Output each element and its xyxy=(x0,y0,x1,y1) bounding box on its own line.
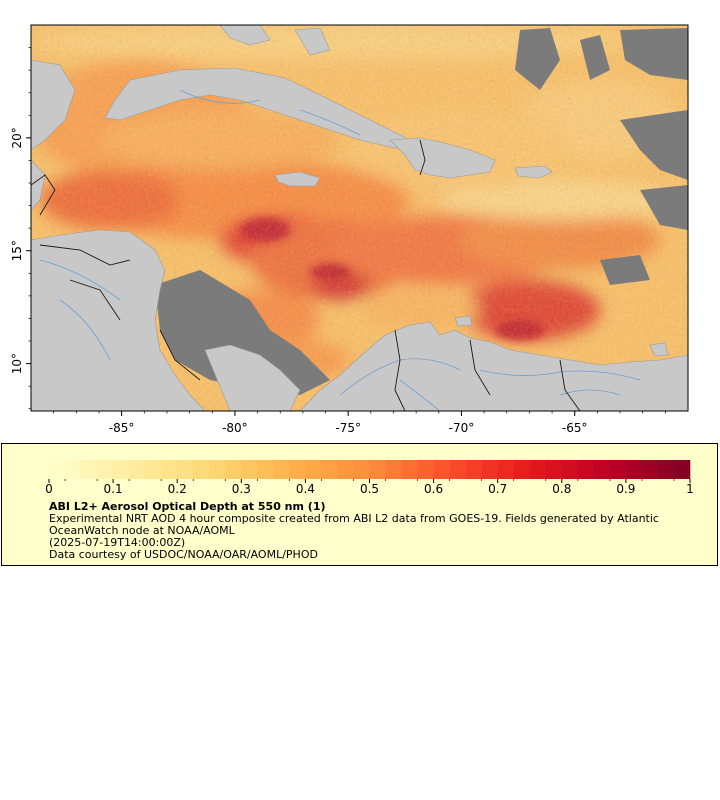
colorbar: 0 0.1 0.2 0.3 0.4 0.5 0.6 0.7 0.8 0.9 1 xyxy=(2,444,719,500)
colorbar-cell xyxy=(97,460,113,479)
colorbar-cell xyxy=(273,460,289,479)
colorbar-tick-label: 0.7 xyxy=(488,482,507,496)
lon-tick-label: -65° xyxy=(562,421,588,435)
lon-tick-label: -70° xyxy=(449,421,475,435)
colorbar-cells xyxy=(49,460,690,479)
colorbar-tick-label: 0.6 xyxy=(424,482,443,496)
lat-tick-label: 20° xyxy=(10,127,24,148)
colorbar-cell xyxy=(642,460,658,479)
colorbar-tick-label: 0.8 xyxy=(552,482,571,496)
map-plot-area xyxy=(30,24,688,411)
colorbar-cell xyxy=(674,460,690,479)
colorbar-cell xyxy=(353,460,369,479)
lat-axis: 10° 15° 20° xyxy=(10,48,31,409)
colorbar-cell xyxy=(402,460,418,479)
legend-credit: Data courtesy of USDOC/NOAA/OAR/AOML/PHO… xyxy=(49,549,318,561)
colorbar-cell xyxy=(450,460,466,479)
colorbar-cell xyxy=(177,460,193,479)
colorbar-tick-label: 0.1 xyxy=(104,482,123,496)
colorbar-cell xyxy=(337,460,353,479)
colorbar-cell xyxy=(514,460,530,479)
colorbar-tick-label: 0.3 xyxy=(232,482,251,496)
lat-tick-label: 10° xyxy=(10,353,24,374)
colorbar-tick-label: 1 xyxy=(686,482,694,496)
colorbar-ticks: 0 0.1 0.2 0.3 0.4 0.5 0.6 0.7 0.8 0.9 1 xyxy=(45,479,694,496)
colorbar-cell xyxy=(578,460,594,479)
colorbar-tick-label: 0.4 xyxy=(296,482,315,496)
colorbar-cell xyxy=(386,460,402,479)
colorbar-cell xyxy=(257,460,273,479)
colorbar-cell xyxy=(594,460,610,479)
legend-panel: 0 0.1 0.2 0.3 0.4 0.5 0.6 0.7 0.8 0.9 1 ABI L2+ Ae… xyxy=(1,443,718,566)
colorbar-cell xyxy=(466,460,482,479)
lon-tick-label: -75° xyxy=(335,421,361,435)
colorbar-tick-label: 0.9 xyxy=(616,482,635,496)
colorbar-cell xyxy=(193,460,209,479)
colorbar-cell xyxy=(145,460,161,479)
colorbar-cell xyxy=(161,460,177,479)
colorbar-cell xyxy=(498,460,514,479)
colorbar-cell xyxy=(482,460,498,479)
colorbar-cell xyxy=(321,460,337,479)
lon-tick-label: -85° xyxy=(109,421,135,435)
colorbar-cell xyxy=(658,460,674,479)
colorbar-cell xyxy=(562,460,578,479)
colorbar-cell xyxy=(305,460,321,479)
lon-axis: -85° -80° -75° -70° -65° xyxy=(54,411,666,435)
colorbar-cell xyxy=(209,460,225,479)
colorbar-cell xyxy=(225,460,241,479)
colorbar-cell xyxy=(65,460,81,479)
colorbar-cell xyxy=(530,460,546,479)
lon-tick-label: -80° xyxy=(222,421,248,435)
colorbar-cell xyxy=(434,460,450,479)
colorbar-cell xyxy=(626,460,642,479)
aerosol-map: -85° -80° -75° -70° -65° 10° 15° 20° xyxy=(0,0,720,440)
lat-tick-label: 15° xyxy=(10,240,24,261)
colorbar-tick-label: 0.5 xyxy=(360,482,379,496)
aruba-curacao xyxy=(455,316,472,326)
colorbar-cell xyxy=(418,460,434,479)
colorbar-cell xyxy=(546,460,562,479)
colorbar-cell xyxy=(289,460,305,479)
colorbar-cell xyxy=(610,460,626,479)
colorbar-cell xyxy=(81,460,97,479)
colorbar-cell xyxy=(370,460,386,479)
colorbar-tick-label: 0.2 xyxy=(168,482,187,496)
colorbar-cell xyxy=(49,460,65,479)
colorbar-cell xyxy=(129,460,145,479)
colorbar-cell xyxy=(113,460,129,479)
colorbar-cell xyxy=(241,460,257,479)
colorbar-tick-label: 0 xyxy=(45,482,53,496)
